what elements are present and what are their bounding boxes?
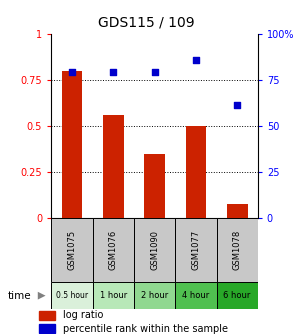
Bar [134, 218, 175, 282]
Text: log ratio: log ratio [63, 310, 103, 320]
Bar [51, 218, 93, 282]
Bar [144, 154, 165, 218]
Bar [62, 71, 82, 218]
Bar [93, 282, 134, 309]
Bar [39, 324, 55, 333]
Text: 2 hour: 2 hour [141, 291, 168, 300]
Text: GSM1076: GSM1076 [109, 230, 118, 270]
Text: GSM1075: GSM1075 [67, 230, 76, 270]
Bar [93, 218, 134, 282]
Bar [217, 282, 258, 309]
Point [152, 70, 157, 75]
Text: 6 hour: 6 hour [224, 291, 251, 300]
Point [70, 70, 74, 75]
Bar [217, 218, 258, 282]
Text: GSM1090: GSM1090 [150, 230, 159, 270]
Text: GSM1077: GSM1077 [191, 230, 200, 270]
Bar [185, 126, 206, 218]
Text: percentile rank within the sample: percentile rank within the sample [63, 324, 228, 334]
Bar [51, 282, 93, 309]
Bar [175, 282, 217, 309]
Text: 1 hour: 1 hour [100, 291, 127, 300]
Bar [39, 311, 55, 320]
Bar [103, 115, 124, 218]
Point [111, 70, 116, 75]
Text: time: time [7, 291, 31, 301]
Text: GSM1078: GSM1078 [233, 230, 242, 270]
Point [235, 102, 240, 108]
Text: 0.5 hour: 0.5 hour [56, 291, 88, 300]
Point [194, 58, 198, 63]
Bar [134, 282, 175, 309]
Text: 4 hour: 4 hour [182, 291, 209, 300]
Bar [227, 204, 248, 218]
Text: GDS115 / 109: GDS115 / 109 [98, 15, 195, 29]
Bar [175, 218, 217, 282]
